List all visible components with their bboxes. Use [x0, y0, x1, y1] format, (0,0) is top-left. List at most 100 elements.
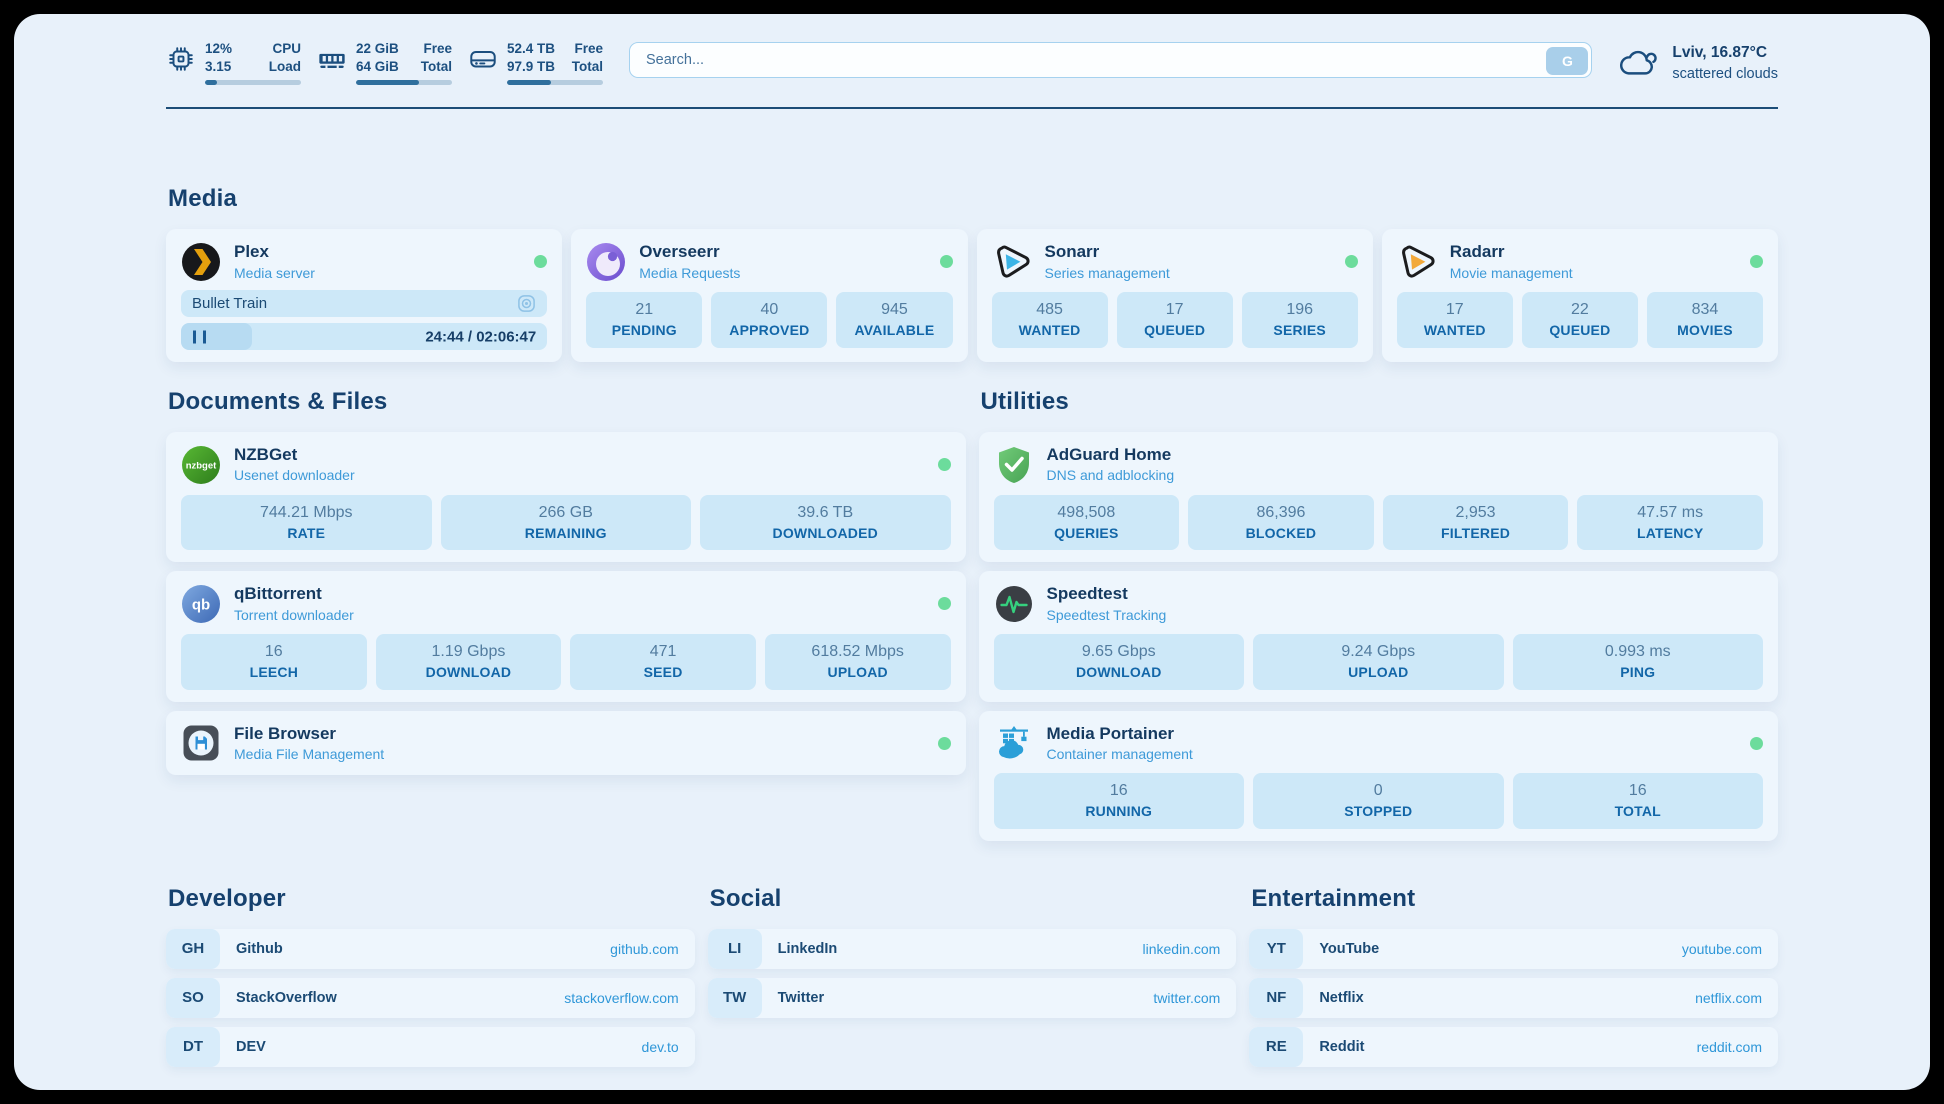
plex-icon — [181, 242, 221, 282]
stat-running: 16 RUNNING — [993, 773, 1244, 829]
cpu-usage: 12% — [205, 41, 233, 56]
app-desc: Media Requests — [639, 264, 741, 281]
app-name: Speedtest — [1046, 584, 1128, 604]
stat-total: 16 TOTAL — [1512, 773, 1763, 829]
app-card-nzbget[interactable]: nzbget NZBGet Usenet downloader 744.21 M… — [166, 432, 966, 563]
media-progress-bar[interactable]: 24:44 / 02:06:47 — [181, 323, 548, 351]
top-bar: 12% 3.15 CPU Load — [166, 40, 1778, 86]
weather-condition: scattered clouds — [1672, 65, 1778, 82]
bookmark-url: reddit.com — [1696, 1038, 1762, 1055]
stat-queries: 498,508 QUERIES — [993, 494, 1180, 551]
sonarr-icon — [992, 242, 1032, 282]
ram-free: 22 GiB — [356, 41, 399, 56]
ram-label-2: Total — [420, 59, 452, 75]
stat-available: 945 AVAILABLE — [836, 292, 953, 348]
section-title-utilities: Utilities — [980, 388, 1069, 416]
section-utilities: Utilities AdGuard H — [978, 388, 1778, 841]
speedtest-icon — [994, 584, 1034, 624]
app-card-filebrowser[interactable]: File Browser Media File Management — [166, 710, 966, 776]
app-desc: Series management — [1044, 264, 1170, 281]
stat-ping: 0.993 ms PING — [1512, 634, 1763, 690]
bookmark-url: dev.to — [641, 1038, 679, 1055]
cpu-stat: 12% 3.15 CPU Load — [166, 40, 301, 86]
app-name: Sonarr — [1044, 242, 1100, 262]
media-target-icon[interactable] — [517, 294, 536, 313]
app-card-qbittorrent[interactable]: qb qBittorrent Torrent downloader 16 LEE… — [166, 571, 966, 702]
status-dot — [937, 736, 951, 750]
bookmark-netflix[interactable]: NF Netflix netflix.com — [1249, 977, 1778, 1018]
cpu-load-avg: 3.15 — [205, 59, 232, 75]
bookmark-abbr: YT — [1249, 928, 1304, 969]
bookmark-name: Twitter — [777, 989, 825, 1006]
now-playing-title-row: Bullet Train — [181, 290, 548, 318]
app-desc: DNS and adblocking — [1046, 467, 1175, 484]
status-dot — [1750, 255, 1763, 269]
cpu-label-1: CPU — [272, 41, 301, 56]
search-input[interactable] — [629, 42, 1593, 78]
nzbget-icon: nzbget — [181, 445, 221, 485]
bookmark-dev[interactable]: DT DEV dev.to — [166, 1026, 695, 1067]
ram-icon — [319, 53, 345, 68]
app-card-sonarr[interactable]: Sonarr Series management 485 WANTED 17 Q… — [976, 229, 1373, 363]
app-name: NZBGet — [234, 445, 298, 465]
bookmark-youtube[interactable]: YT YouTube youtube.com — [1249, 928, 1778, 969]
svg-text:nzbget: nzbget — [186, 460, 217, 471]
ram-progress-fill — [356, 80, 420, 86]
stat-wanted: 17 WANTED — [1396, 292, 1513, 348]
stat-latency: 47.57 ms LATENCY — [1577, 494, 1763, 551]
app-desc: Torrent downloader — [234, 606, 354, 623]
bookmark-linkedin[interactable]: LI LinkedIn linkedin.com — [707, 928, 1237, 969]
weather-widget: Lviv, 16.87°C scattered clouds — [1618, 42, 1778, 84]
bookmark-stackoverflow[interactable]: SO StackOverflow stackoverflow.com — [166, 977, 695, 1018]
bookmark-url: github.com — [610, 940, 679, 957]
ram-stat: 22 GiB 64 GiB Free Total — [317, 40, 452, 86]
bookmark-name: Reddit — [1319, 1038, 1365, 1055]
app-card-overseerr[interactable]: Overseerr Media Requests 21 PENDING 40 A… — [571, 229, 968, 363]
stat-upload: 618.52 Mbps UPLOAD — [764, 634, 951, 690]
app-card-plex[interactable]: Plex Media server Bullet Train — [166, 229, 563, 363]
section-title-developer: Developer — [168, 884, 286, 912]
bookmark-name: Github — [236, 940, 283, 957]
stat-rate: 744.21 Mbps RATE — [181, 494, 432, 551]
app-card-speedtest[interactable]: Speedtest Speedtest Tracking 9.65 Gbps D… — [978, 571, 1778, 702]
stat-seed: 471 SEED — [570, 634, 756, 690]
search-engine-button[interactable]: G — [1546, 47, 1589, 75]
radarr-icon — [1397, 242, 1437, 282]
app-desc: Speedtest Tracking — [1046, 606, 1167, 623]
stat-upload: 9.24 Gbps UPLOAD — [1253, 634, 1504, 690]
cpu-label-2: Load — [268, 59, 301, 75]
app-desc: Movie management — [1449, 264, 1573, 281]
bookmark-url: youtube.com — [1681, 940, 1762, 957]
app-name: qBittorrent — [234, 584, 322, 604]
bookmark-twitter[interactable]: TW Twitter twitter.com — [707, 977, 1237, 1018]
section-social: Social LI LinkedIn linkedin.com TW Twitt… — [707, 885, 1237, 1027]
bookmark-reddit[interactable]: RE Reddit reddit.com — [1249, 1026, 1778, 1067]
weather-location: Lviv, 16.87°C — [1672, 44, 1768, 61]
stat-approved: 40 APPROVED — [711, 292, 828, 348]
app-card-portainer[interactable]: Media Portainer Container management 16 … — [978, 710, 1778, 841]
stat-blocked: 86,396 BLOCKED — [1188, 494, 1374, 551]
app-card-radarr[interactable]: Radarr Movie management 17 WANTED 22 QUE… — [1381, 229, 1778, 363]
bookmark-url: twitter.com — [1153, 989, 1221, 1006]
app-name: File Browser — [234, 723, 337, 743]
filebrowser-icon — [181, 723, 221, 763]
plex-now-playing: Bullet Train 24:44 / 02:06:47 — [181, 290, 548, 351]
bookmark-url: netflix.com — [1695, 989, 1762, 1006]
disk-free: 52.4 TB — [507, 41, 556, 56]
pause-icon — [193, 330, 206, 344]
app-card-adguard[interactable]: AdGuard Home DNS and adblocking 498,508 … — [978, 432, 1778, 563]
section-documents: Documents & Files nzbget — [166, 388, 966, 776]
app-name: Media Portainer — [1046, 723, 1175, 743]
bookmark-name: LinkedIn — [777, 940, 838, 957]
app-desc: Usenet downloader — [234, 467, 355, 484]
dashboard-panel: 12% 3.15 CPU Load — [14, 14, 1930, 1090]
adguard-icon — [994, 445, 1034, 485]
overseerr-icon — [586, 242, 626, 282]
bookmark-abbr: NF — [1249, 977, 1304, 1018]
bookmark-abbr: SO — [166, 977, 220, 1018]
status-dot — [534, 255, 548, 269]
stat-leech: 16 LEECH — [181, 634, 367, 690]
stat-download: 1.19 Gbps DOWNLOAD — [375, 634, 562, 690]
bookmark-github[interactable]: GH Github github.com — [166, 928, 695, 969]
header-divider — [166, 107, 1778, 110]
